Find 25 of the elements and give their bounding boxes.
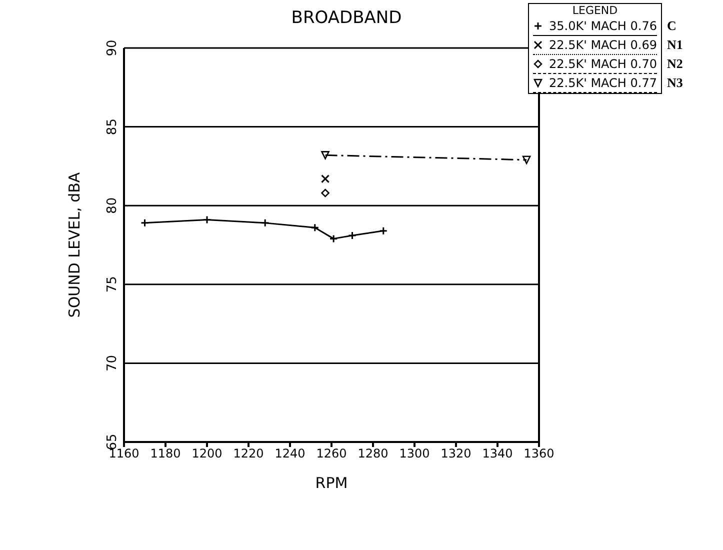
y-tick-label: 75 <box>105 276 120 293</box>
x-tick-label: 1300 <box>399 446 430 461</box>
chart-title: BROADBAND <box>291 8 402 28</box>
y-tick-label: 80 <box>105 197 120 214</box>
legend-label: 22.5K' MACH 0.77 N3 <box>549 75 683 91</box>
legend-label: 35.0K' MACH 0.76 C <box>549 18 676 34</box>
x-tick-label: 1360 <box>524 446 554 461</box>
legend-label: 22.5K' MACH 0.70 N2 <box>549 56 683 72</box>
point <box>321 174 330 184</box>
x-tick-label: 1280 <box>358 446 388 461</box>
y-tick-label: 70 <box>105 354 120 372</box>
x-tick-label: 1180 <box>150 446 181 461</box>
x-tick-label: 1220 <box>233 446 264 461</box>
legend-label: 22.5K' MACH 0.69 N1 <box>549 37 683 53</box>
x-axis-title: RPM <box>315 474 348 492</box>
x-tick-label: 1240 <box>274 446 306 461</box>
legend-title: LEGEND <box>571 4 619 17</box>
x-tick-label: 1200 <box>192 446 222 461</box>
x-tick-label: 1260 <box>316 446 347 461</box>
y-tick-label: 90 <box>105 40 120 56</box>
point <box>321 188 330 198</box>
y-axis-title: SOUND LEVEL, dBA <box>65 172 84 318</box>
x-tick-label: 1320 <box>440 446 472 461</box>
x-tick-label: 1340 <box>482 446 513 461</box>
y-tick-label: 85 <box>105 118 120 136</box>
